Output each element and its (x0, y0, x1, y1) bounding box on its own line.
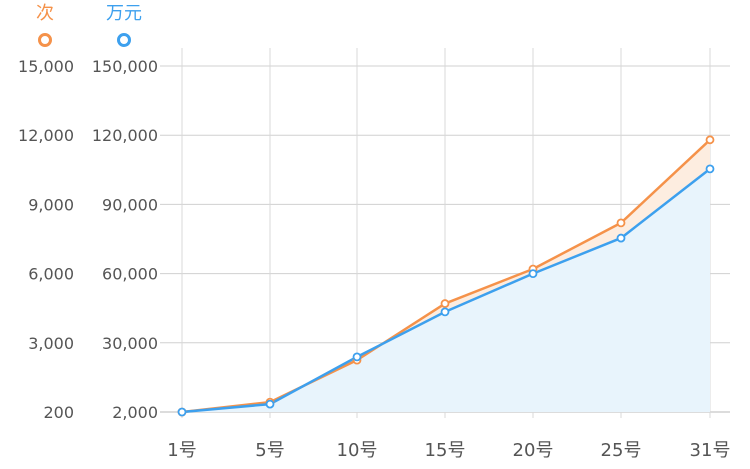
legend: 次 万元 (36, 3, 142, 47)
left-axis-tick-label: 200 (43, 403, 74, 422)
legend-marker-icon (117, 33, 131, 47)
data-point (705, 164, 715, 174)
data-point (528, 269, 538, 279)
right-axis-tick-labels: 2,000 30,000 60,000 90,000 120,000 150,000 (92, 57, 158, 422)
x-axis-tick-label: 31号 (690, 440, 731, 461)
x-axis-tick-label: 20号 (513, 440, 554, 461)
series-areas (182, 139, 710, 412)
left-axis-tick-label: 15,000 (18, 57, 74, 76)
right-axis-tick-label: 90,000 (102, 195, 158, 214)
data-point (705, 135, 715, 145)
right-axis-tick-label: 30,000 (102, 334, 158, 353)
data-point (440, 307, 450, 317)
x-axis-tick-label: 10号 (337, 440, 378, 461)
right-axis-tick-label: 150,000 (92, 57, 158, 76)
left-axis-tick-label: 6,000 (28, 265, 74, 284)
x-axis-tick-label: 15号 (425, 440, 466, 461)
data-point (177, 407, 187, 417)
data-point (352, 352, 362, 362)
data-point (440, 299, 450, 308)
right-axis-tick-label: 2,000 (112, 403, 158, 422)
right-axis-tick-label: 60,000 (102, 265, 158, 284)
left-axis-tick-labels: 200 3,000 6,000 9,000 12,000 15,000 (18, 57, 74, 422)
left-axis-tick-label: 12,000 (18, 126, 74, 145)
data-point (265, 399, 275, 409)
left-axis-tick-label: 3,000 (28, 334, 74, 353)
left-axis-tick-label: 9,000 (28, 195, 74, 214)
x-axis-tick-label: 5号 (255, 440, 284, 461)
legend-label: 万元 (106, 3, 142, 24)
data-point (616, 218, 626, 228)
x-axis-tick-labels: 1号 5号 10号 15号 20号 25号 31号 (167, 440, 730, 461)
series-area-1 (182, 168, 710, 412)
x-axis-tick-label: 1号 (167, 440, 196, 461)
series-points (177, 135, 715, 417)
legend-marker-icon (38, 33, 52, 47)
legend-label: 次 (36, 3, 54, 24)
data-point (616, 233, 626, 243)
right-axis-tick-label: 120,000 (92, 126, 158, 145)
x-axis-tick-label: 25号 (601, 440, 642, 461)
